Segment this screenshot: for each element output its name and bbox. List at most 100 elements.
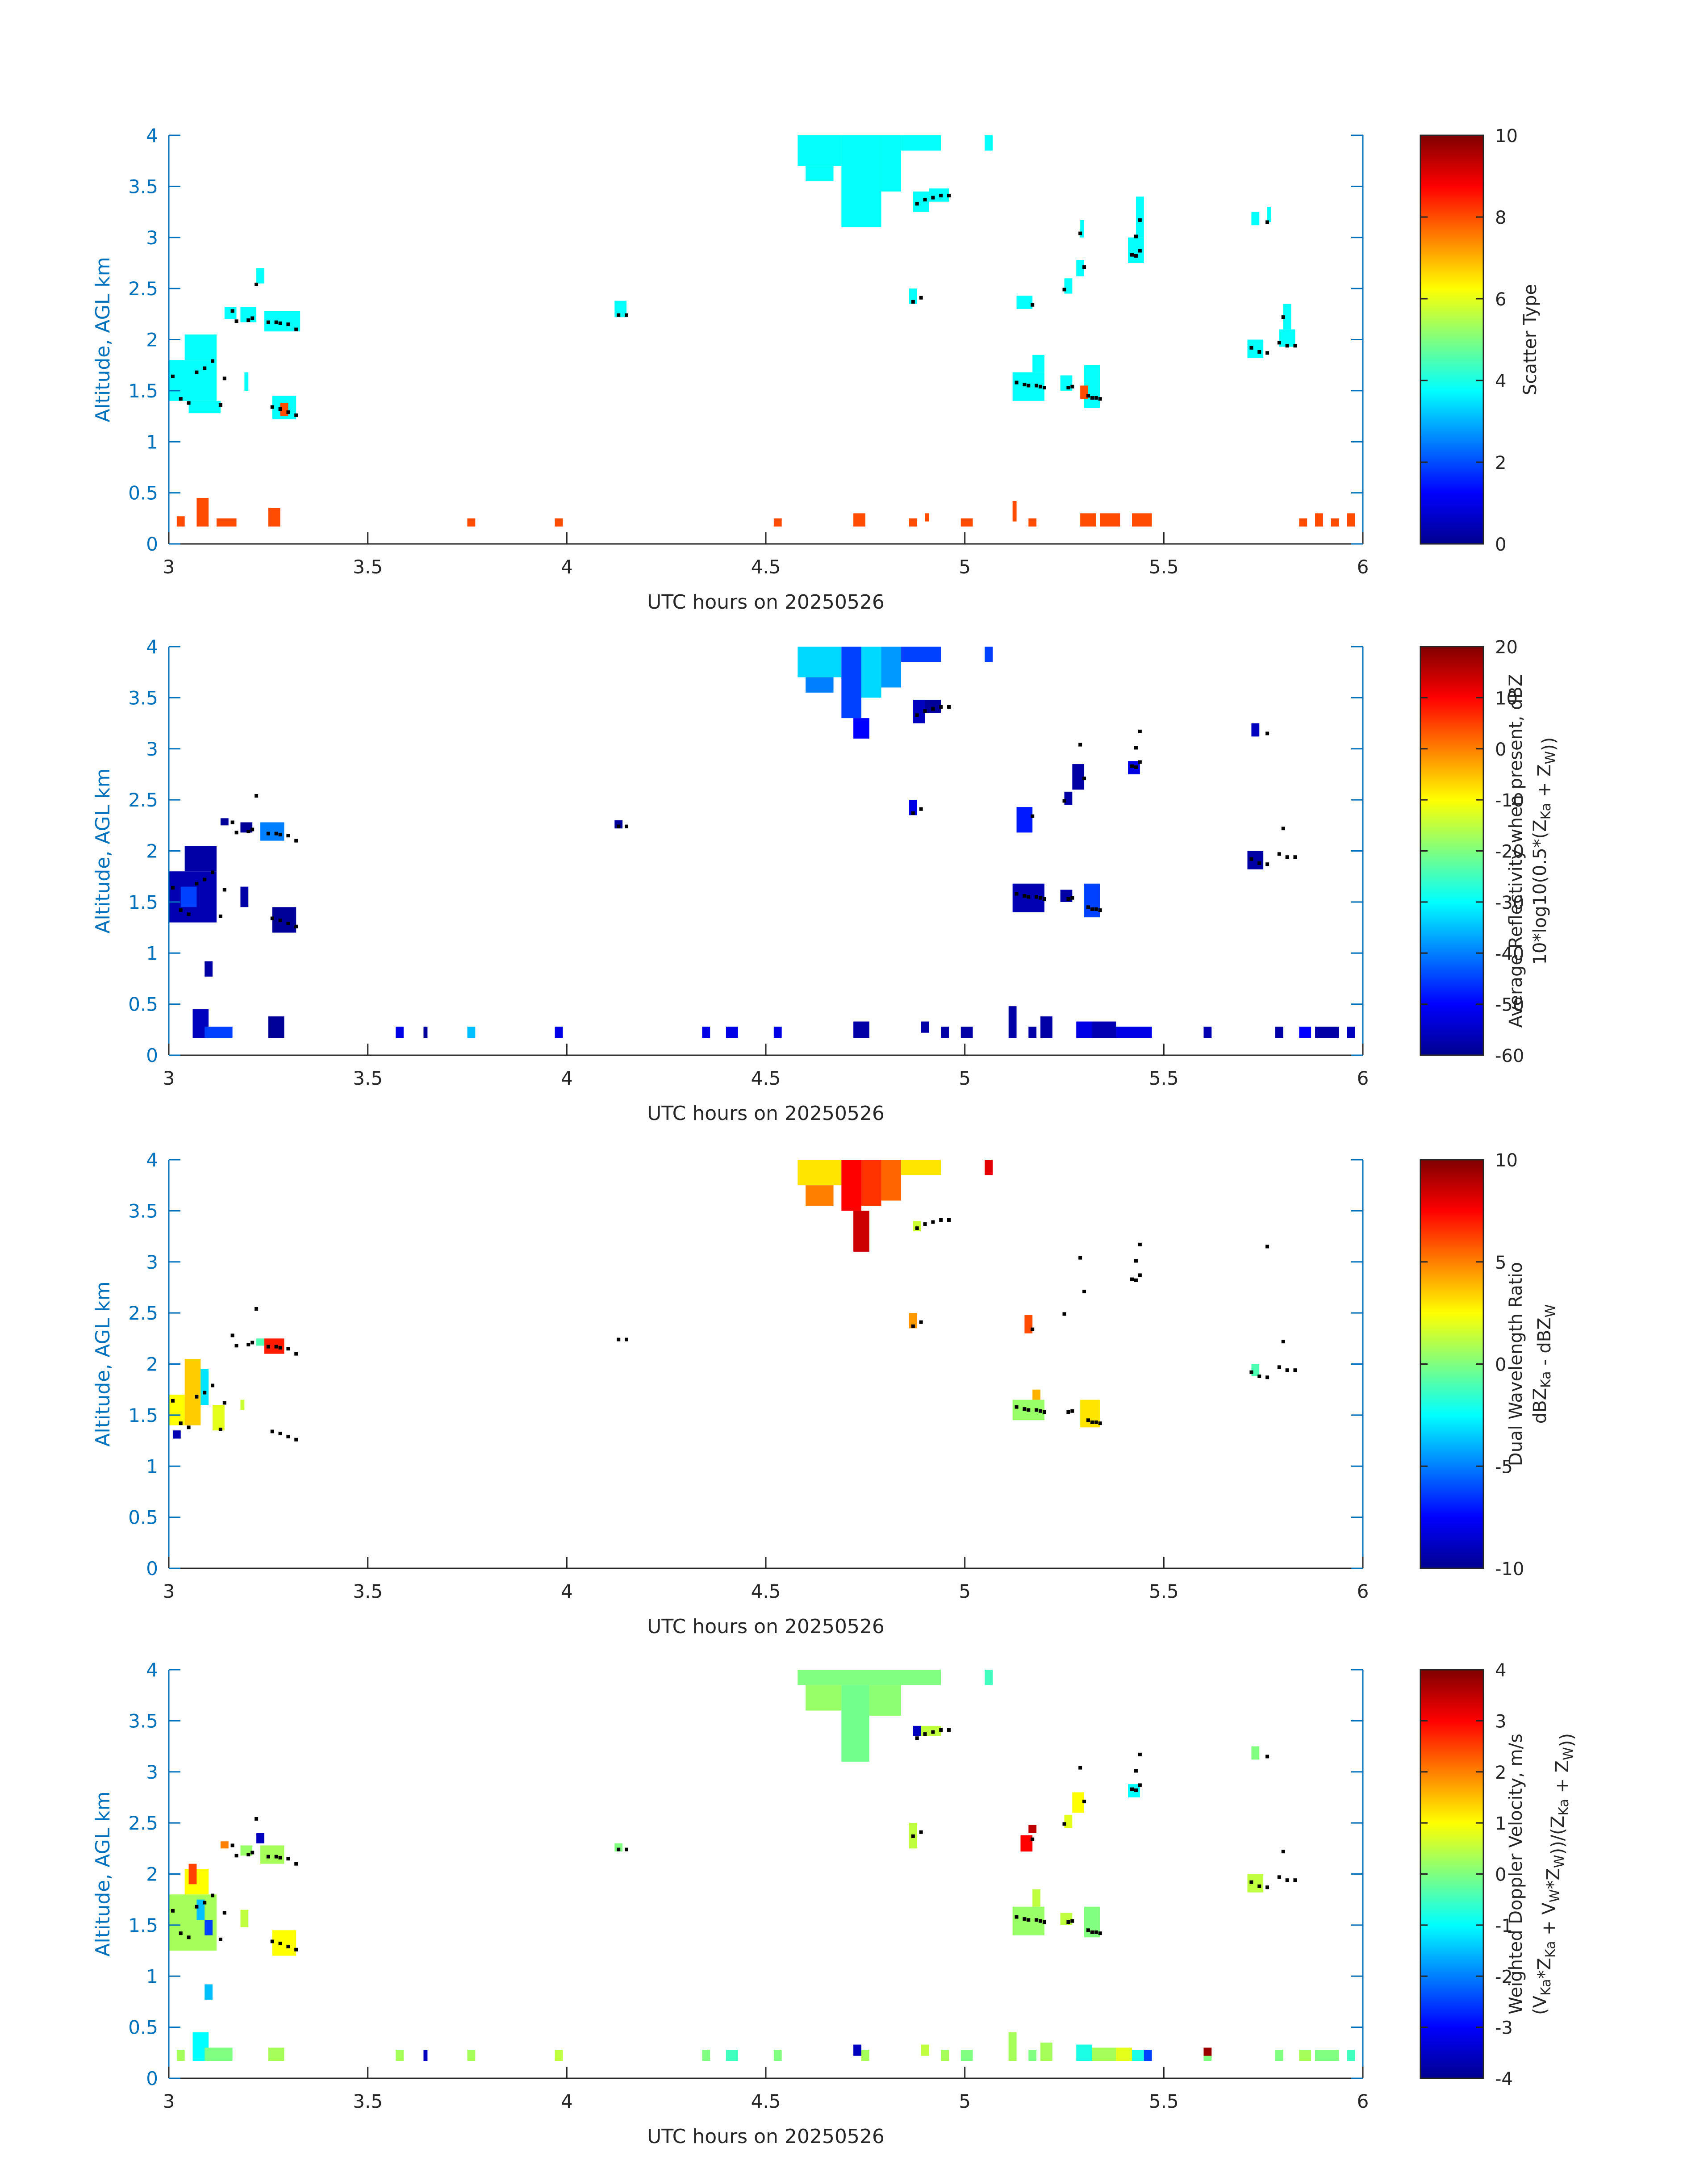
overlay-dot: [294, 413, 298, 417]
y-tick-label: 1: [146, 1965, 158, 1987]
colorbar-gradient: [1420, 134, 1484, 545]
overlay-dot: [1094, 396, 1098, 400]
overlay-dot: [1090, 1420, 1094, 1424]
heatmap-cell: [806, 166, 834, 181]
heatmap-cell: [1028, 2049, 1037, 2061]
overlay-dot: [1086, 1928, 1090, 1932]
heatmap-cell: [1060, 1913, 1073, 1925]
overlay-dot: [1090, 1930, 1094, 1934]
overlay-dot: [251, 316, 255, 320]
overlay-dot: [171, 1399, 175, 1403]
overlay-dot: [1265, 351, 1270, 355]
overlay-dot: [211, 359, 215, 363]
colorbar-tick-label: -5: [1495, 1457, 1513, 1477]
overlay-dot: [266, 1345, 270, 1349]
colorbar-tick-label: 0: [1495, 1355, 1506, 1375]
colorbar-label-line: Scatter Type: [1520, 284, 1541, 395]
heatmap-cell: [1060, 375, 1073, 391]
heatmap-cell: [1016, 807, 1033, 833]
colorbar-label-line: Weighted Doppler Velocity, m/s: [1506, 1734, 1526, 2014]
colorbar-tick-label: 2: [1495, 453, 1506, 473]
heatmap-cell: [960, 1026, 973, 1038]
overlay-dot: [203, 877, 207, 882]
x-tick-label: 4: [561, 556, 573, 578]
heatmap-cell: [555, 518, 563, 527]
overlay-dot: [218, 403, 222, 407]
heatmap-cell: [244, 372, 249, 391]
x-tick-label: 3.5: [353, 2090, 383, 2112]
overlay-dot: [278, 1432, 282, 1436]
heatmap-cell: [798, 1160, 842, 1186]
overlay-dots: [171, 193, 1297, 417]
heatmap-cell: [921, 1021, 929, 1033]
heatmap-cell: [1299, 518, 1307, 527]
heatmap-cell: [881, 1160, 902, 1201]
heatmap-cell: [806, 1185, 834, 1206]
overlay-dot: [286, 410, 290, 414]
overlay-dot: [203, 1901, 207, 1905]
overlay-dot: [1265, 1245, 1270, 1249]
overlay-dot: [278, 919, 282, 923]
overlay-dot: [931, 196, 935, 200]
overlay-dot: [1031, 303, 1035, 307]
heatmap-cell: [1092, 1021, 1116, 1038]
colorbar-tick-label: 0: [1495, 1865, 1506, 1885]
overlay-dot: [1138, 1752, 1142, 1756]
y-tick-label: 1: [146, 942, 158, 964]
colorbar-label-line: Dual Wavelength Ratio: [1506, 1262, 1526, 1466]
heatmap-cell: [614, 1843, 623, 1852]
overlay-dot: [947, 193, 951, 197]
overlay-dot: [270, 405, 274, 409]
overlay-dot: [1134, 765, 1138, 769]
heatmap-cell: [853, 513, 865, 527]
heatmap-cell: [176, 516, 185, 527]
colorbar-tick-label: 0: [1495, 535, 1506, 555]
overlay-dot: [1134, 1788, 1138, 1792]
heatmap-cell: [1072, 1792, 1085, 1813]
heatmap-cell: [1080, 513, 1096, 527]
colorbar-label-line: dBZKa - dBZW: [1530, 1304, 1558, 1424]
colorbar-tick-label: 10: [1495, 126, 1518, 146]
heatmap-cell: [1008, 2032, 1017, 2061]
heatmap-cell: [726, 1026, 738, 1038]
overlay-dot: [195, 882, 199, 886]
x-tick-label: 3: [163, 2090, 175, 2112]
heatmap-cell: [841, 1685, 869, 1762]
overlay-dot: [187, 401, 191, 405]
overlay-dot: [171, 374, 175, 378]
overlay-dot: [1078, 1766, 1082, 1770]
y-tick-label: 3: [146, 227, 158, 249]
overlay-dot: [234, 831, 238, 835]
heatmap-cell: [901, 647, 941, 662]
overlay-dot: [1138, 218, 1142, 222]
heatmap-cell: [960, 518, 973, 527]
overlay-dot: [947, 1218, 951, 1222]
overlay-dot: [294, 1947, 298, 1951]
heatmap-cell: [256, 268, 264, 284]
overlay-dot: [294, 924, 298, 928]
panel-weighted-doppler-velocity: 3 3.5 4 4.5 5 5.5 6 0 0.5 1 1.5 2 2.5 3 3.5 4 UTC hours …: [92, 1659, 1577, 2148]
overlay-dot: [1130, 253, 1134, 257]
heatmap-cell: [1040, 1016, 1052, 1038]
x-axis-label: UTC hours on 20250526: [647, 2125, 885, 2148]
overlay-dot: [266, 832, 270, 836]
heatmap-cell: [1032, 1389, 1041, 1400]
overlay-dot: [931, 1220, 935, 1224]
overlay-dot: [947, 705, 951, 709]
heatmap-cell: [200, 1369, 209, 1405]
heatmap-cell: [1076, 2044, 1092, 2061]
heatmap-cell: [1132, 2049, 1144, 2061]
heatmap-cell: [1080, 220, 1085, 238]
overlay-dot: [617, 1847, 621, 1851]
overlay-dot: [1281, 1340, 1285, 1344]
colorbar: -4 -3 -2 -1 0 1 2 3 4 Weighted Doppler Velocity, …: [1420, 1660, 1577, 2089]
colorbar-tick-label: 20: [1495, 637, 1518, 658]
x-axis-label: UTC hours on 20250526: [647, 1615, 885, 1638]
overlay-dot: [1257, 350, 1261, 354]
overlay-dot: [266, 320, 270, 324]
colorbar-tick-label: -20: [1495, 842, 1524, 862]
heatmap-cell: [172, 1430, 181, 1439]
y-tick-label: 1: [146, 1455, 158, 1477]
overlay-dot: [919, 1320, 923, 1324]
heatmap-cell: [1203, 2056, 1212, 2061]
